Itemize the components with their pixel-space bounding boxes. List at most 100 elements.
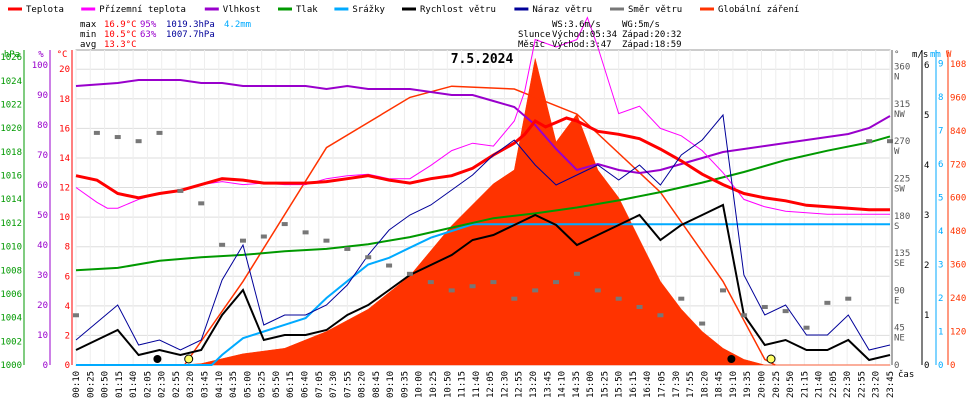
percent-tick: 70 [37,151,48,161]
degrees-tick: 180 [894,212,910,222]
sun-marker [184,354,194,364]
x-tick-label: 13:20 [529,371,539,398]
percent-tick: 90 [37,91,48,101]
stats-value: 16.9°C [104,20,137,30]
celsius-tick: 14 [59,154,70,164]
x-tick-label: 23:20 [872,371,882,398]
x-tick-label: 02:30 [158,371,168,398]
ms-tick: 3 [924,211,929,221]
wind-direction-mark [406,271,413,276]
right-unit-label: W [946,50,952,60]
wind-direction-mark [657,313,664,318]
wm2-tick: 840 [950,127,966,137]
wind-direction-mark [490,280,497,285]
celsius-tick: 18 [59,95,70,105]
sun-set: Západ:20:32 [622,30,682,40]
x-tick-label: 14:35 [572,371,582,398]
moon-marker [153,355,162,363]
x-tick-label: 04:35 [229,371,239,398]
mm-tick: 2 [938,294,943,304]
stats-value: 1007.7hPa [166,30,215,40]
ms-tick: 5 [924,111,929,121]
stats-value: avg [80,40,96,50]
sun-marker [766,354,776,364]
sun-label: Slunce [518,30,551,40]
mm-tick: 1 [938,327,943,337]
degrees-tick-dir: NW [894,110,905,120]
wind-direction-mark [782,309,789,314]
wind-direction-mark [386,263,393,268]
degrees-tick-dir: SE [894,259,905,269]
wind-direction-mark [469,284,476,289]
left-unit-label: °C [57,50,68,60]
x-tick-label: 20:25 [772,371,782,398]
stats-value: 1019.3hPa [166,20,215,30]
wind-direction-mark [761,304,768,309]
chart-axes: 1000100210041006100810101012101410161018… [0,50,966,398]
percent-tick: 30 [37,271,48,281]
ms-tick: 6 [924,61,929,71]
x-tick-label: 22:55 [857,371,867,398]
degrees-tick-dir: W [894,147,900,157]
wind-direction-mark [887,139,893,144]
wind-direction-mark [344,246,351,251]
x-tick-label: 12:30 [500,371,510,398]
x-tick-label: 15:25 [600,371,610,398]
x-tick-label: 22:30 [843,371,853,398]
right-unit-label: m/s [912,50,928,60]
x-tick-label: 12:05 [486,371,496,398]
x-tick-label: 19:35 [743,371,753,398]
x-tick-label: 20:00 [757,371,767,398]
wind-direction-mark [448,288,455,293]
stats-value: 10.5°C [104,30,137,40]
x-tick-label: 07:30 [329,371,339,398]
moon-label: Měsíc [518,40,545,50]
percent-tick: 60 [37,181,48,191]
right-unit-label: ° [894,50,899,60]
sun-rise: Východ:05:34 [552,30,617,40]
mm-tick: 6 [938,160,943,170]
x-tick-label: 01:40 [129,371,139,398]
x-tick-label: 19:10 [729,371,739,398]
wind-direction-mark [198,201,205,206]
moon-rise: Východ:3:47 [552,40,612,50]
celsius-tick: 8 [65,243,70,253]
left-unit-label: % [38,50,44,60]
legend-label: Náraz větru [532,5,592,15]
celsius-tick: 6 [65,272,70,282]
wind-direction-mark [594,288,601,293]
x-tick-label: 21:40 [815,371,825,398]
wind-direction-mark [114,135,121,140]
degrees-tick: 270 [894,137,910,147]
chart-legend: Teplota Přízemní teplota Vlhkost Tlak Srážky… [8,5,799,15]
hpa-tick: 1014 [0,195,22,205]
x-tick-label: 01:15 [115,371,125,398]
wind-direction-mark [219,242,226,247]
ms-tick: 0 [924,361,929,371]
temperature-line [75,116,890,212]
radiation-area [76,58,890,366]
wind-direction-mark [93,130,100,135]
celsius-tick: 16 [59,124,70,134]
mm-tick: 3 [938,260,943,270]
wind-direction-mark [615,296,622,301]
mm-tick: 9 [938,59,943,69]
hpa-tick: 1000 [0,361,22,371]
x-tick-label: 15:00 [586,371,596,398]
wind-direction-mark [636,304,643,309]
hpa-tick: 1010 [0,243,22,253]
wind-ws: WS:3.6m/s [552,20,601,30]
x-tick-label: 03:20 [186,371,196,398]
x-tick-label: 15:50 [615,371,625,398]
radiation-theoretical-line [183,85,776,366]
moon-marker [727,355,736,363]
wm2-tick: 960 [950,93,966,103]
x-tick-label: 08:45 [372,371,382,398]
x-tick-label: 18:45 [715,371,725,398]
percent-tick: 50 [37,211,48,221]
wm2-tick: 480 [950,227,966,237]
degrees-tick-dir: S [894,222,899,232]
mm-tick: 4 [938,227,943,237]
legend-label: Tlak [296,5,318,15]
degrees-tick: 315 [894,100,910,110]
